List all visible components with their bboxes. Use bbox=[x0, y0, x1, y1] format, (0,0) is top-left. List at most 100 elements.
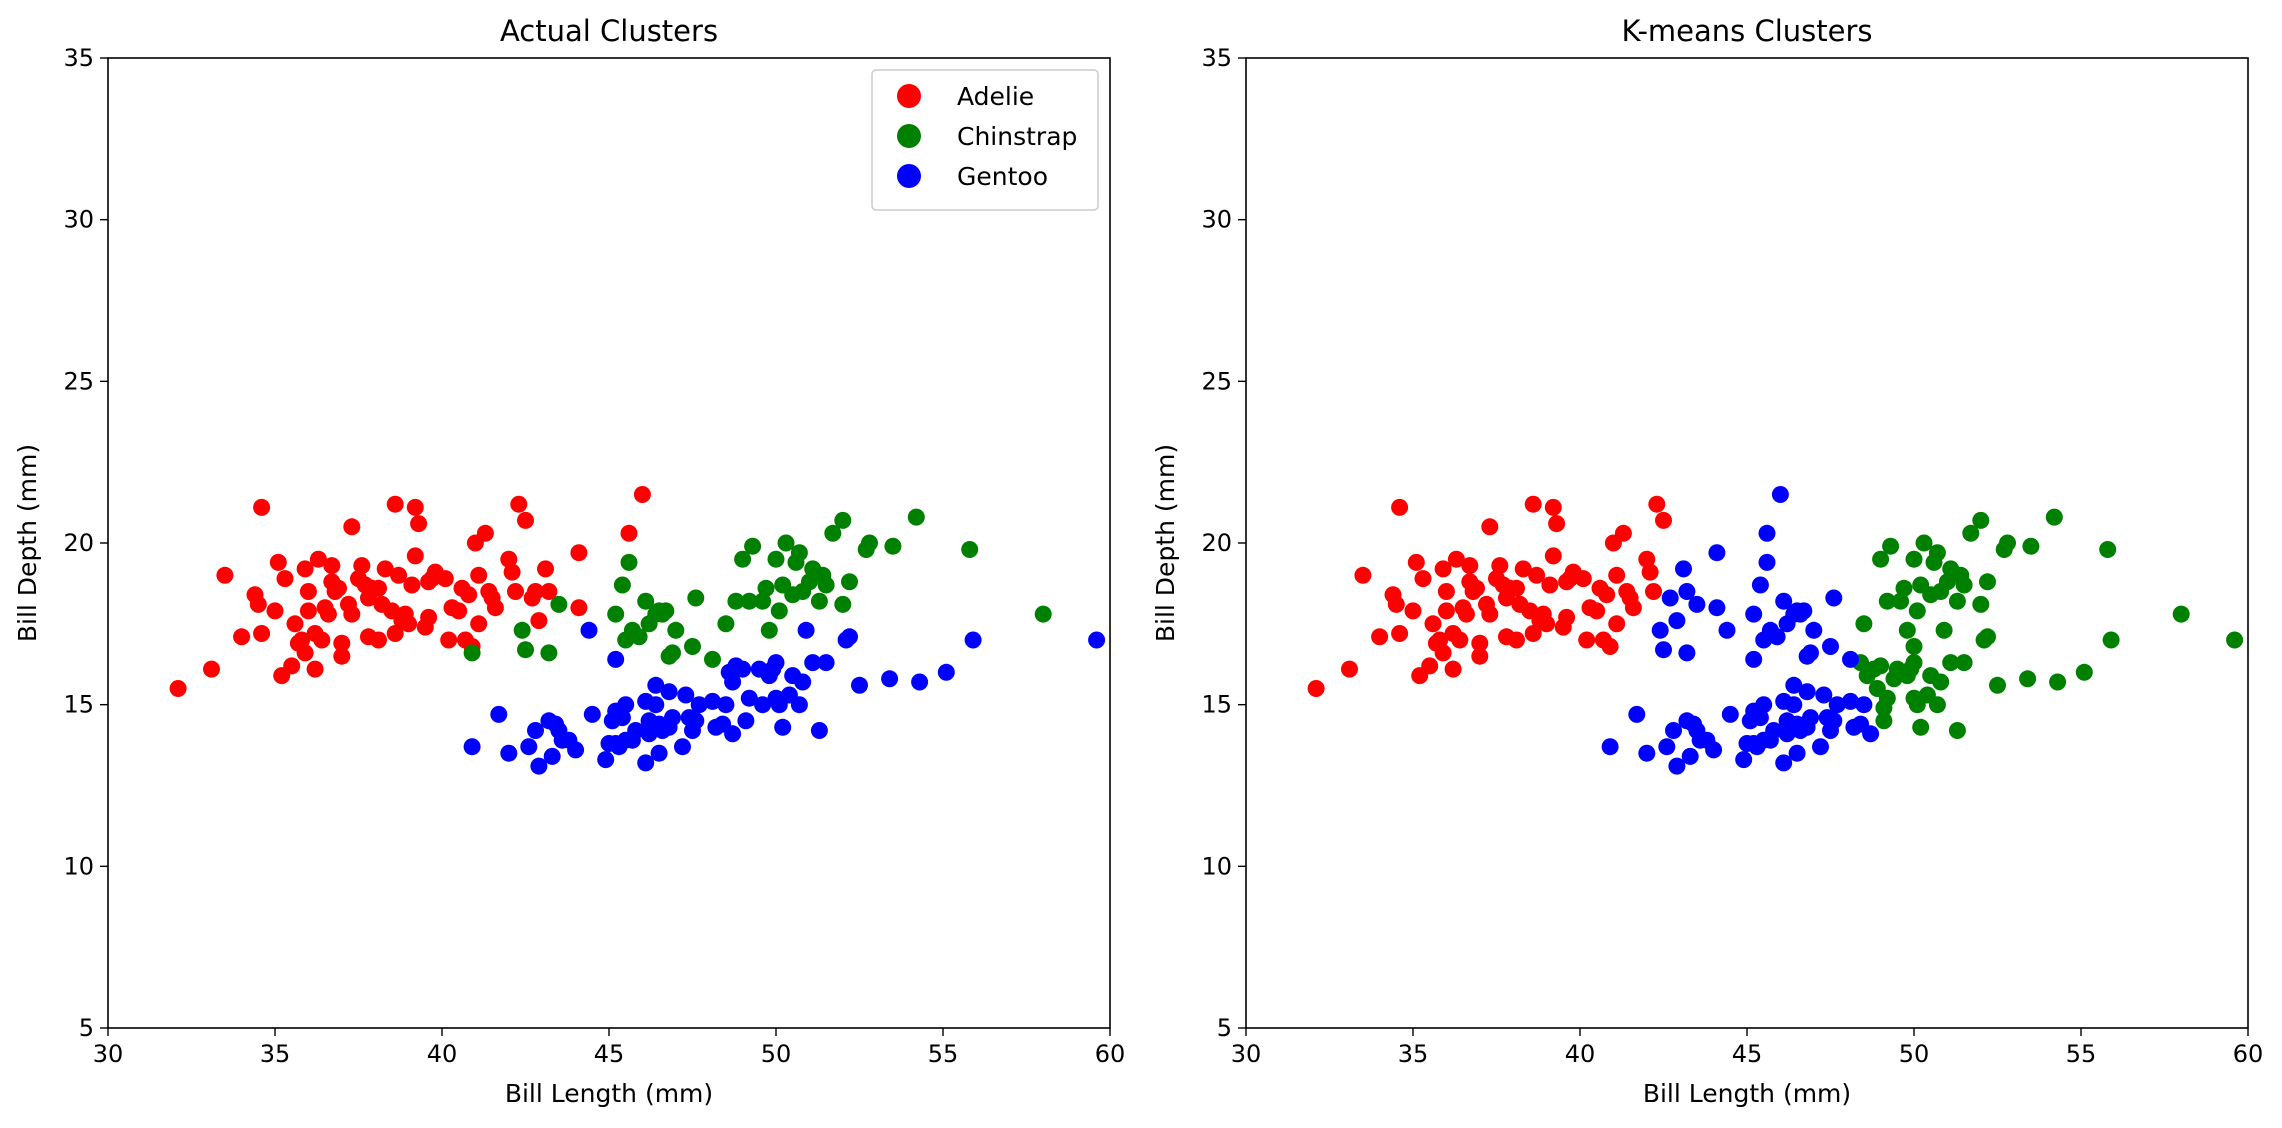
point-cluster-008000 bbox=[1942, 654, 1960, 672]
point-cluster-008000 bbox=[2226, 631, 2244, 649]
point-cluster-0000ff bbox=[1658, 738, 1676, 756]
point-cluster-008000 bbox=[1898, 621, 1916, 639]
point-adelie bbox=[386, 625, 404, 642]
point-cluster-ff0000 bbox=[1601, 638, 1619, 655]
point-cluster-ff0000 bbox=[1544, 498, 1562, 516]
y-tick-label: 35 bbox=[63, 44, 94, 72]
point-adelie bbox=[420, 608, 438, 626]
point-cluster-008000 bbox=[1855, 615, 1873, 633]
point-cluster-ff0000 bbox=[1578, 631, 1596, 649]
y-tick-label: 15 bbox=[63, 691, 94, 719]
point-cluster-0000ff bbox=[1681, 747, 1699, 765]
point-adelie bbox=[306, 660, 324, 678]
point-cluster-0000ff bbox=[1655, 641, 1672, 659]
point-cluster-ff0000 bbox=[1387, 595, 1405, 613]
point-adelie bbox=[537, 560, 554, 578]
y-axis-label: Bill Depth (mm) bbox=[13, 444, 42, 642]
point-cluster-ff0000 bbox=[1574, 570, 1592, 588]
point-chinstrap bbox=[540, 644, 558, 662]
point-adelie bbox=[299, 583, 317, 600]
point-cluster-ff0000 bbox=[1431, 631, 1449, 649]
point-gentoo bbox=[687, 712, 705, 730]
point-cluster-008000 bbox=[1878, 592, 1896, 610]
point-chinstrap bbox=[884, 537, 902, 555]
point-adelie bbox=[276, 570, 294, 588]
point-cluster-0000ff bbox=[1805, 621, 1823, 639]
point-chinstrap bbox=[961, 541, 979, 558]
point-cluster-008000 bbox=[1895, 579, 1913, 597]
point-adelie bbox=[517, 511, 534, 529]
point-chinstrap bbox=[861, 534, 878, 552]
point-cluster-ff0000 bbox=[1447, 550, 1465, 568]
chart-title: K-means Clusters bbox=[1621, 14, 1872, 48]
point-cluster-008000 bbox=[1928, 544, 1946, 562]
point-cluster-0000ff bbox=[1661, 589, 1679, 607]
point-cluster-008000 bbox=[1905, 654, 1923, 672]
point-adelie bbox=[400, 615, 418, 633]
point-cluster-ff0000 bbox=[1608, 615, 1626, 633]
point-cluster-0000ff bbox=[1745, 605, 1763, 623]
plot-frame bbox=[1245, 57, 2249, 1029]
point-gentoo bbox=[767, 654, 785, 672]
point-cluster-008000 bbox=[1962, 524, 1980, 542]
point-cluster-ff0000 bbox=[1471, 634, 1489, 652]
point-adelie bbox=[343, 605, 361, 623]
point-cluster-ff0000 bbox=[1648, 495, 1666, 513]
point-gentoo bbox=[690, 696, 708, 714]
point-adelie bbox=[323, 557, 341, 575]
point-chinstrap bbox=[744, 537, 762, 555]
point-cluster-008000 bbox=[1872, 657, 1890, 675]
y-tick-label: 5 bbox=[1217, 1014, 1232, 1042]
legend: Adelie Chinstrap Gentoo bbox=[871, 69, 1099, 211]
point-gentoo bbox=[647, 676, 665, 694]
point-cluster-008000 bbox=[1989, 676, 2006, 694]
point-cluster-0000ff bbox=[1668, 612, 1686, 630]
point-gentoo bbox=[660, 683, 678, 701]
point-gentoo bbox=[737, 712, 755, 730]
point-gentoo bbox=[463, 738, 481, 756]
point-adelie bbox=[507, 583, 524, 600]
point-gentoo bbox=[580, 621, 598, 639]
legend-label-gentoo: Gentoo bbox=[957, 162, 1048, 191]
point-adelie bbox=[406, 498, 424, 516]
point-cluster-0000ff bbox=[1768, 628, 1786, 646]
point-adelie bbox=[296, 560, 314, 578]
point-cluster-0000ff bbox=[1842, 692, 1859, 710]
point-cluster-008000 bbox=[1932, 673, 1950, 691]
point-cluster-ff0000 bbox=[1434, 560, 1452, 578]
point-adelie bbox=[370, 631, 387, 649]
point-gentoo bbox=[613, 709, 631, 727]
point-chinstrap bbox=[463, 644, 481, 662]
point-adelie bbox=[313, 631, 331, 649]
point-chinstrap bbox=[760, 621, 778, 639]
chart-panel-1: 30 35 40 45 50 55 60 5 10 15 20 25 30 35 Actual Cluste… bbox=[13, 14, 1125, 1108]
point-adelie bbox=[633, 486, 651, 503]
point-gentoo bbox=[704, 692, 721, 710]
point-chinstrap bbox=[657, 602, 675, 620]
point-chinstrap bbox=[667, 621, 685, 639]
point-cluster-ff0000 bbox=[1471, 647, 1489, 665]
point-cluster-0000ff bbox=[1795, 602, 1813, 620]
point-adelie bbox=[450, 602, 468, 620]
point-cluster-008000 bbox=[1972, 511, 1990, 529]
point-cluster-008000 bbox=[1999, 534, 2016, 552]
point-cluster-008000 bbox=[2075, 663, 2093, 681]
point-cluster-008000 bbox=[1979, 573, 1996, 591]
point-cluster-ff0000 bbox=[1434, 644, 1452, 662]
legend-marker-chinstrap bbox=[897, 124, 921, 148]
point-cluster-ff0000 bbox=[1437, 583, 1455, 600]
point-cluster-008000 bbox=[2099, 541, 2117, 558]
point-gentoo bbox=[740, 689, 758, 707]
point-cluster-008000 bbox=[1905, 638, 1923, 655]
point-gentoo bbox=[674, 738, 691, 756]
point-adelie bbox=[470, 615, 488, 633]
point-chinstrap bbox=[727, 592, 745, 610]
point-chinstrap bbox=[907, 508, 925, 526]
point-chinstrap bbox=[757, 579, 775, 597]
point-cluster-ff0000 bbox=[1414, 570, 1432, 588]
point-chinstrap bbox=[630, 628, 648, 646]
point-gentoo bbox=[527, 722, 544, 739]
point-adelie bbox=[353, 557, 371, 575]
point-cluster-0000ff bbox=[1708, 599, 1726, 617]
point-cluster-ff0000 bbox=[1598, 586, 1616, 604]
